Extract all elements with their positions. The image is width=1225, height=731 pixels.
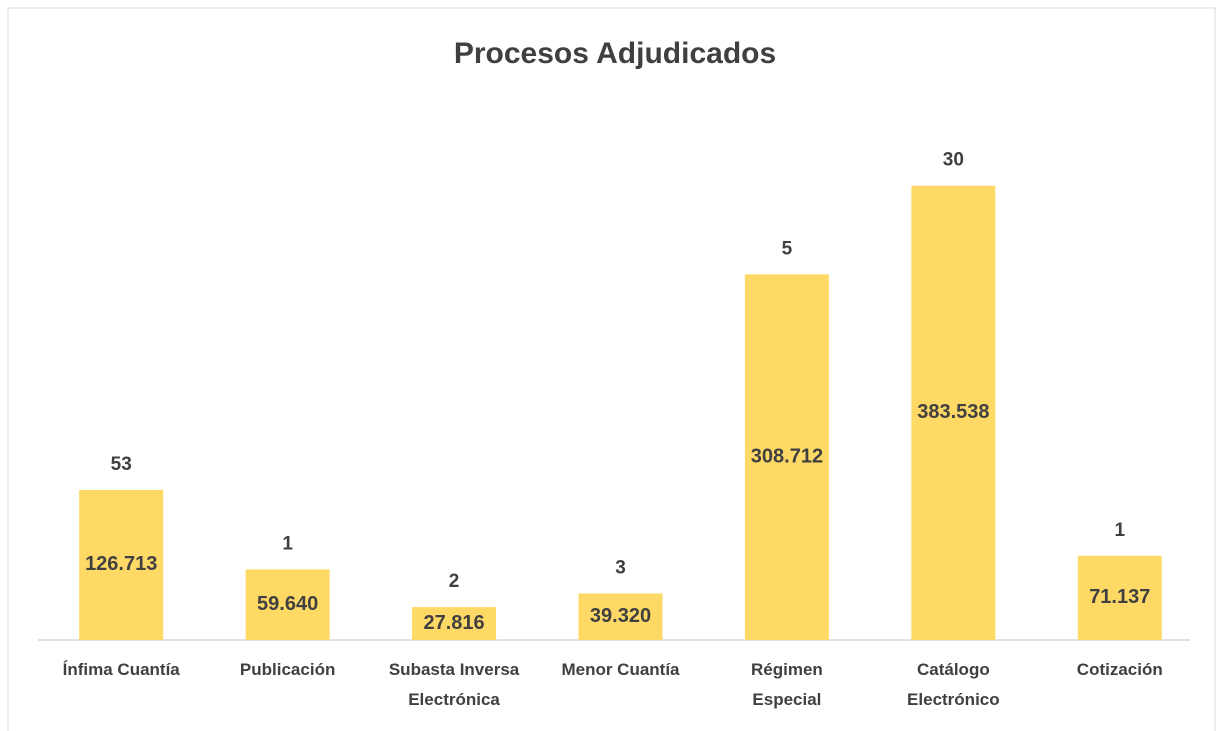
value-label: 27.816: [423, 612, 484, 634]
x-tick-box: Catálogo Electrónico: [907, 660, 1000, 709]
x-tick-box: Cotización: [1076, 660, 1163, 679]
chart-title: Procesos Adjudicados: [454, 37, 776, 70]
count-label: 3: [615, 557, 626, 578]
bar: [744, 274, 829, 640]
x-tick-box: Régimen Especial: [751, 660, 823, 709]
value-label: 39.320: [590, 605, 651, 627]
x-tick-label: Ínfima Cuantía: [62, 660, 180, 679]
count-label: 1: [1114, 520, 1125, 541]
bar: [79, 489, 164, 640]
bar: [1077, 555, 1162, 640]
x-tick-box: Menor Cuantía: [561, 660, 680, 679]
bar: [911, 185, 996, 640]
value-label: 308.712: [751, 445, 823, 467]
count-label: 1: [282, 533, 293, 554]
x-tick-box: Publicación: [239, 660, 336, 679]
x-tick-label: Publicación: [239, 660, 336, 679]
count-label: 2: [449, 571, 460, 592]
x-tick-box: Subasta Inversa Electrónica: [388, 660, 520, 709]
count-label: 53: [111, 454, 132, 475]
bar: [245, 569, 330, 640]
x-tick-label: Menor Cuantía: [561, 660, 680, 679]
x-tick-label: Catálogo Electrónico: [907, 660, 1000, 709]
value-label: 59.640: [257, 593, 318, 615]
value-label: 71.137: [1089, 586, 1150, 608]
count-label: 5: [782, 238, 793, 259]
value-label: 126.713: [85, 553, 157, 575]
value-label: 383.538: [917, 401, 989, 423]
bar: [412, 607, 497, 640]
bar: [578, 593, 663, 640]
x-tick-label: Régimen Especial: [751, 660, 823, 709]
count-label: 30: [943, 150, 964, 171]
x-tick-label: Cotización: [1076, 660, 1163, 679]
x-tick-label: Subasta Inversa Electrónica: [388, 660, 520, 709]
x-tick-box: Ínfima Cuantía: [62, 660, 180, 679]
